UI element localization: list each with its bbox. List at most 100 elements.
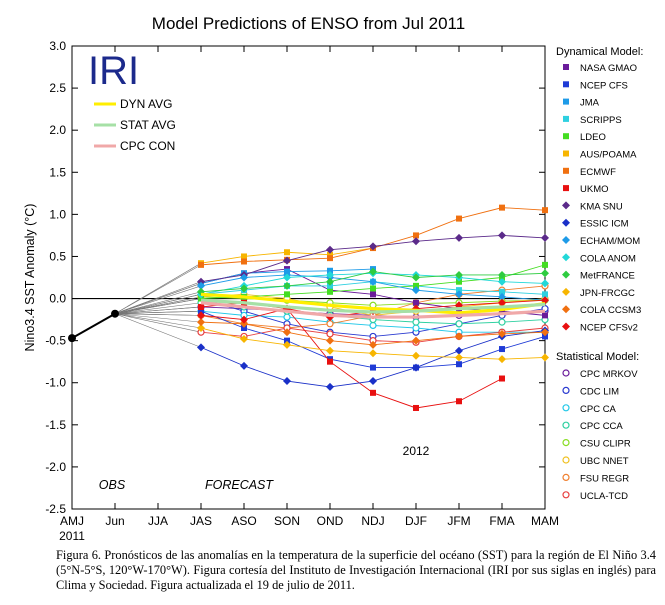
legend-label-essic-icm: ESSIC ICM	[580, 219, 629, 230]
point-ukmo	[499, 375, 505, 382]
point-cpc-ca	[369, 321, 377, 330]
legend-label-ncep-cfsv2: NCEP CFSv2	[580, 323, 638, 334]
point-ukmo	[327, 358, 333, 365]
point-nasa-gmao	[542, 312, 548, 319]
legend-label-ukmo: UKMO	[580, 184, 609, 195]
legend-label-cdc-lim: CDC LIM	[580, 386, 619, 397]
point-ecmwf	[542, 207, 548, 214]
point-cpc-cca	[498, 318, 506, 326]
legend-label-ecmwf: ECMWF	[580, 167, 616, 178]
fan-line-echam-mom	[114, 285, 202, 314]
x-tick-label: DJF	[405, 514, 427, 528]
point-fsu-regr	[326, 320, 334, 328]
y-tick-label: -1.5	[45, 418, 66, 432]
legend-label-cpc-con: CPC CON	[120, 139, 175, 153]
point-ecmwf	[198, 261, 204, 268]
point-ncep-cfsv2	[541, 296, 549, 305]
point-kma-snu	[326, 245, 334, 254]
forecast-label: FORECAST	[205, 478, 274, 492]
legend-label-ldeo: LDEO	[580, 132, 606, 143]
x-tick-label: ASO	[231, 514, 256, 528]
x-tick-label: JJA	[148, 514, 168, 528]
point-kma-snu	[369, 242, 377, 251]
legend-marker-cola-anom	[562, 253, 570, 262]
fan-line-cpc-mrkov	[114, 306, 202, 314]
y-tick-label: 2.5	[49, 81, 66, 95]
point-jpn-frcgc	[283, 340, 291, 349]
point-cola-anom	[498, 277, 506, 286]
legend-marker-metfrance	[562, 270, 570, 279]
chart-title: Model Predictions of ENSO from Jul 2011	[152, 14, 465, 33]
point-ukmo	[456, 398, 462, 405]
point-kma-snu	[283, 256, 291, 265]
fan-line-cola-anom	[114, 294, 202, 314]
point-ldeo	[284, 291, 290, 298]
legend-statistical-title: Statistical Model:	[556, 351, 639, 363]
legend-marker-ncep-cfsv2	[562, 322, 570, 331]
y-tick-label: -0.5	[45, 334, 66, 348]
legend-label-ncep-cfs: NCEP CFS	[580, 80, 628, 91]
point-ncep-cfs	[499, 346, 505, 353]
legend-marker-fsu-regr	[562, 473, 570, 481]
legend-marker-ucla-tcd	[562, 491, 570, 499]
point-ecmwf	[241, 258, 247, 265]
point-echam-mom	[240, 273, 248, 282]
y-tick-label: -1.0	[45, 376, 66, 390]
enso-chart: Model Predictions of ENSO from Jul 2011 3…	[23, 14, 643, 543]
legend-label-fsu-regr: FSU REGR	[580, 473, 629, 484]
point-cola-anom	[541, 279, 549, 288]
legend-label-cpc-ca: CPC CA	[580, 404, 617, 415]
figure-caption: Figura 6. Pronósticos de las anomalías e…	[56, 548, 656, 592]
point-metfrance	[283, 281, 291, 290]
point-essic-icm	[455, 346, 463, 355]
point-jpn-frcgc	[498, 355, 506, 364]
point-kma-snu	[412, 237, 420, 246]
point-ncep-cfs	[542, 333, 548, 340]
y-axis-label: Nino3.4 SST Anomaly (°C)	[23, 204, 37, 352]
point-metfrance	[240, 284, 248, 293]
point-cola-ccsm3	[498, 329, 506, 338]
legend-label-aus-poama: AUS/POAMA	[580, 150, 637, 161]
fan-line-ubc-nnet	[114, 296, 202, 314]
fan-line-metfrance	[114, 291, 202, 314]
legend-marker-cpc-ca	[562, 404, 570, 412]
point-jpn-frcgc	[240, 334, 248, 343]
point-echam-mom	[412, 286, 420, 295]
point-echam-mom	[369, 277, 377, 286]
legend-label-metfrance: MetFRANCE	[580, 271, 635, 282]
legend-marker-kma-snu	[562, 201, 570, 210]
legend-marker-essic-icm	[562, 218, 570, 227]
point-ldeo	[413, 282, 419, 289]
point-ncep-cfs	[370, 364, 376, 371]
legend-label-cpc-mrkov: CPC MRKOV	[580, 369, 638, 380]
legend-marker-nasa-gmao	[563, 64, 569, 70]
fan-line-cpc-cca	[114, 302, 202, 314]
legend-marker-cdc-lim	[562, 386, 570, 394]
point-ldeo	[198, 295, 204, 302]
legend-marker-ubc-nnet	[562, 456, 570, 464]
observed-line	[71, 312, 116, 339]
point-jpn-frcgc	[197, 324, 205, 333]
point-scripps	[542, 291, 548, 298]
point-cola-ccsm3	[197, 318, 205, 327]
point-ncep-cfs	[198, 308, 204, 315]
point-cola-ccsm3	[541, 328, 549, 337]
point-metfrance	[326, 277, 334, 286]
point-aus-poama	[327, 251, 333, 258]
legend-marker-csu-clipr	[562, 439, 570, 447]
legend-label-jma: JMA	[580, 98, 600, 109]
legend-marker-aus-poama	[563, 150, 569, 157]
point-essic-icm	[326, 382, 334, 391]
y-tick-label: 0.0	[49, 292, 66, 306]
fan-line-fsu-regr	[114, 313, 202, 316]
legend-marker-scripps	[563, 115, 569, 122]
point-ukmo	[413, 404, 419, 411]
legend-marker-ncep-cfs	[563, 81, 569, 88]
legend-marker-cpc-mrkov	[562, 369, 570, 377]
point-cola-anom	[326, 270, 334, 279]
point-cola-ccsm3	[283, 328, 291, 337]
legend-marker-ldeo	[563, 133, 569, 140]
point-jma	[327, 267, 333, 274]
point-ukmo	[198, 303, 204, 310]
x-tick-label: NDJ	[361, 514, 384, 528]
